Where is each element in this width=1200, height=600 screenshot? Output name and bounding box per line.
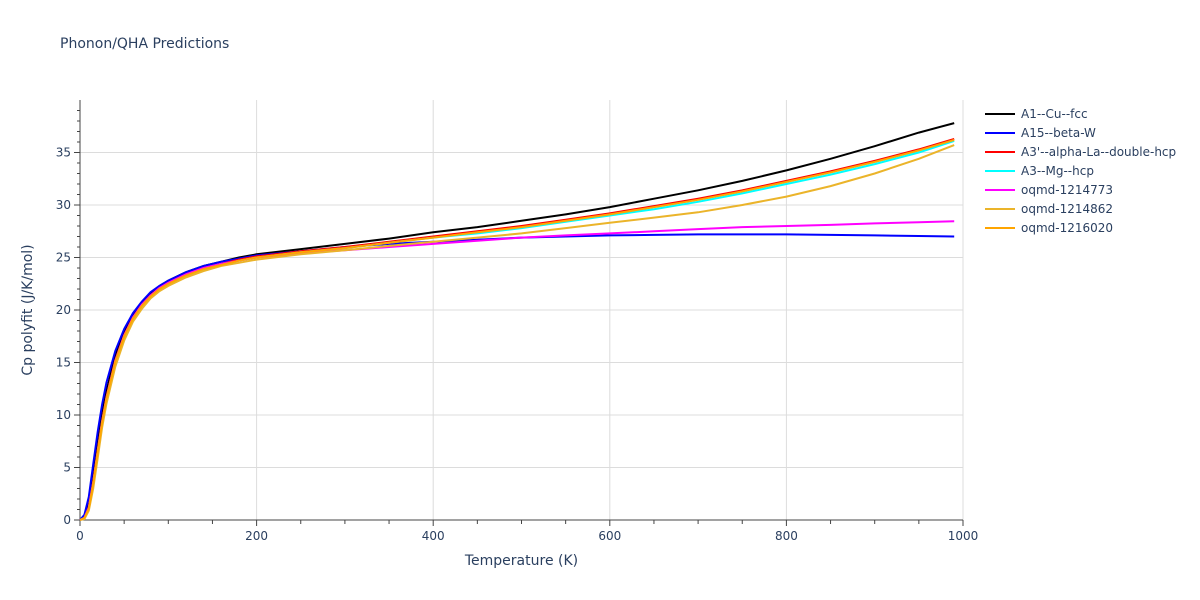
legend: A1--Cu--fcc A15--beta-W A3'--alpha-La--dou… (985, 104, 1176, 237)
legend-swatch (985, 226, 1015, 229)
y-tick-label: 15 (56, 356, 71, 370)
y-tick-label: 0 (63, 513, 71, 527)
y-tick-label: 20 (56, 303, 71, 317)
legend-item[interactable]: A15--beta-W (985, 123, 1176, 142)
series-line-2 (79, 137, 955, 521)
legend-label: A3--Mg--hcp (1021, 163, 1094, 178)
legend-label: oqmd-1214773 (1021, 182, 1114, 197)
legend-swatch (985, 188, 1015, 191)
chart-title: Phonon/QHA Predictions (60, 36, 230, 52)
series-line-3 (79, 139, 955, 521)
legend-item[interactable]: oqmd-1214862 (985, 199, 1176, 218)
legend-swatch (985, 207, 1015, 210)
x-tick-label: 1000 (948, 529, 979, 543)
legend-label: A3'--alpha-La--double-hcp (1021, 144, 1177, 159)
legend-label: oqmd-1216020 (1021, 220, 1114, 235)
series-line-5 (79, 144, 955, 521)
legend-item[interactable]: oqmd-1214773 (985, 180, 1176, 199)
y-tick-label: 10 (56, 408, 71, 422)
legend-label: oqmd-1214862 (1021, 201, 1114, 216)
legend-item[interactable]: A3'--alpha-La--double-hcp (985, 142, 1176, 161)
legend-label: A1--Cu--fcc (1021, 106, 1088, 121)
legend-item[interactable]: A3--Mg--hcp (985, 161, 1176, 180)
legend-swatch (985, 169, 1015, 172)
series-line-6 (79, 138, 955, 521)
series-line-1 (79, 233, 955, 521)
x-axis-label: Temperature (K) (464, 553, 579, 569)
x-tick-label: 800 (775, 529, 798, 543)
legend-item[interactable]: A1--Cu--fcc (985, 104, 1176, 123)
legend-item[interactable]: oqmd-1216020 (985, 218, 1176, 237)
x-tick-label: 400 (422, 529, 445, 543)
y-axis-label: Cp polyfit (J/K/mol) (20, 244, 36, 376)
series-line-4 (79, 220, 955, 521)
x-tick-label: 0 (76, 529, 84, 543)
x-tick-label: 600 (598, 529, 621, 543)
y-tick-label: 5 (63, 461, 71, 475)
legend-label: A15--beta-W (1021, 125, 1096, 140)
x-tick-label: 200 (245, 529, 268, 543)
y-tick-label: 35 (56, 146, 71, 160)
y-tick-label: 30 (56, 198, 71, 212)
legend-swatch (985, 112, 1015, 115)
legend-swatch (985, 150, 1015, 153)
legend-swatch (985, 131, 1015, 134)
series-line-0 (79, 122, 955, 521)
y-tick-label: 25 (56, 251, 71, 265)
